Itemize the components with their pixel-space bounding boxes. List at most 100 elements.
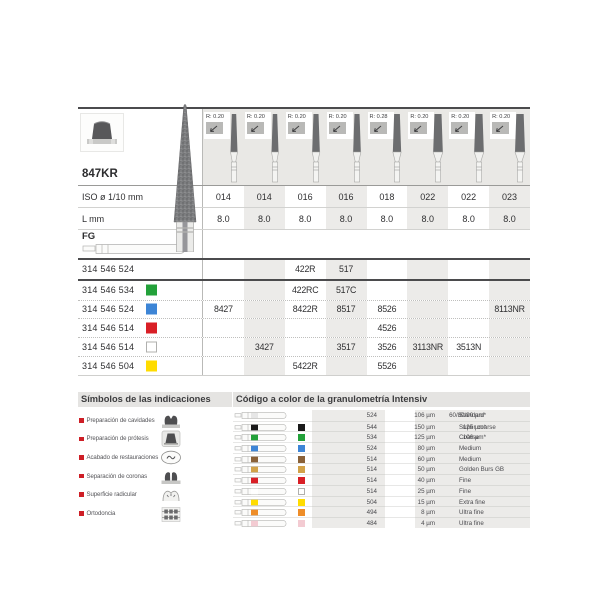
code-value-cell: 517 xyxy=(325,260,367,279)
code-value-cell: 4526 xyxy=(377,323,397,334)
code-value-cell xyxy=(407,300,449,319)
code-value-cell xyxy=(407,319,449,338)
bullet-icon xyxy=(79,511,84,516)
mini-bur-icon xyxy=(234,487,287,495)
bur-column-header: R: 0.20 xyxy=(407,109,448,185)
code-value-cell xyxy=(448,260,489,279)
code-value-cell xyxy=(489,260,530,279)
divider-line xyxy=(78,278,530,281)
radius-icon xyxy=(246,121,264,134)
indications-legend-title: Símbolos de las indicaciones xyxy=(78,392,232,407)
alt-grain-size: 125 µm* xyxy=(462,423,486,431)
grain-size: 106 µm xyxy=(414,412,435,419)
order-number-cell: 314 546 504 xyxy=(78,356,203,375)
radius-value: R: 0.20 xyxy=(492,113,511,120)
grain-size: 4 µm xyxy=(421,519,435,527)
code-value-cell xyxy=(203,281,244,300)
tooth-crown-icon xyxy=(87,121,117,144)
grit-code: 514 xyxy=(366,487,377,495)
grit-code: 544 xyxy=(366,423,377,431)
granulometry-row: 524 80 µm Medium xyxy=(233,442,530,453)
radius-icon xyxy=(206,121,223,134)
radius-icon xyxy=(451,121,469,134)
code-value-cell xyxy=(489,319,530,338)
iso-value-cell: 016 xyxy=(297,191,313,202)
column-shading xyxy=(312,410,385,528)
grit-color-chip xyxy=(298,423,305,431)
code-value-cell: 8422R xyxy=(292,304,318,315)
radius-value: R: 0.20 xyxy=(246,113,265,120)
bur-column-header: R: 0.20 xyxy=(203,109,244,185)
indication-label: Acabado de restauraciones xyxy=(86,453,159,461)
grit-name: Standard xyxy=(459,412,485,419)
iso-value-cell: 014 xyxy=(215,191,231,202)
code-value-cell xyxy=(285,338,326,356)
code-value-cell xyxy=(489,338,530,356)
order-number-cell: 314 546 514 xyxy=(78,338,203,356)
granulometry-row: 514 25 µm Fine xyxy=(233,484,530,496)
radius-value: R: 0.20 xyxy=(328,113,347,120)
grit-color-chip xyxy=(298,519,305,527)
mini-bur-icon xyxy=(234,434,287,442)
length-value-cell: 8.0 xyxy=(462,213,475,224)
code-cells: 8427 8422R 8517 8526 8113NR xyxy=(203,300,530,319)
granulometry-row: 504 15 µm Extra fine xyxy=(233,495,530,507)
code-value-cell xyxy=(448,281,489,300)
grit-color-chip xyxy=(146,360,157,372)
order-code-row: 314 546 514 3427 3517 3526 3113NR 3513N xyxy=(78,337,530,356)
grit-name: Golden Burs GB xyxy=(459,466,505,474)
length-value-cell: 8.0 xyxy=(298,213,312,224)
code-value-cell: 8427 xyxy=(214,304,233,315)
radius-value: R: 0.20 xyxy=(410,113,429,120)
radius-arrow-icon xyxy=(414,125,422,132)
crown-separation-icon xyxy=(161,471,181,484)
grain-size: 125 µm xyxy=(414,434,435,442)
divider-line xyxy=(78,107,530,109)
code-value-cell xyxy=(325,356,367,375)
code-value-cell xyxy=(407,356,449,375)
length-value-cell: 8.0 xyxy=(217,213,230,224)
shank-row-cells xyxy=(203,230,530,258)
granulometry-legend: Código a color de la granulometría Inten… xyxy=(233,392,530,528)
grit-color-chip xyxy=(146,303,157,315)
grit-color-chip xyxy=(146,322,157,334)
cavity-prep-icon xyxy=(162,415,180,428)
code-value-cell: 5526 xyxy=(377,360,397,371)
restoration-finish-icon xyxy=(161,450,181,465)
granulometry-legend-title: Código a color de la granulometría Inten… xyxy=(233,392,530,407)
grain-size: 40 µm xyxy=(417,477,435,485)
code-value-cell xyxy=(203,357,244,375)
grit-code: 484 xyxy=(366,519,377,527)
indication-item: Separación de coronas xyxy=(78,467,232,486)
radius-icon xyxy=(410,121,428,134)
indication-item: Preparación de cavidades xyxy=(78,411,232,430)
code-cells: 422R 517 xyxy=(203,260,530,279)
code-value-cell xyxy=(367,281,408,300)
order-code-row: 314 546 524 422R 517 xyxy=(78,260,530,279)
product-table: 847KR R: 0.20 R: 0.20 R: 0.20 R: 0.20 R: 0.2… xyxy=(78,104,530,376)
grit-name: Fine xyxy=(459,477,472,485)
indication-label: Ortodoncia xyxy=(86,509,116,517)
order-number-cell: 314 546 524 xyxy=(78,260,203,279)
shank-type-label: FG xyxy=(82,231,96,242)
mini-bur-icon xyxy=(234,509,287,517)
code-value-cell xyxy=(243,356,285,375)
prosthesis-prep-icon xyxy=(157,430,185,449)
order-number: 314 546 514 xyxy=(82,323,135,334)
grit-code: 494 xyxy=(366,509,377,517)
code-value-cell xyxy=(203,338,244,356)
length-values: 8.0 8.0 8.0 8.0 8.0 8.0 8.0 8.0 xyxy=(203,208,530,229)
radius-icon xyxy=(328,121,346,134)
indication-label: Preparación de prótesis xyxy=(86,435,149,443)
bur-image xyxy=(392,114,402,183)
grit-name: Ultra fine xyxy=(459,509,484,517)
mini-bur-icon xyxy=(234,423,287,431)
radius-spec-box: R: 0.20 xyxy=(244,112,271,139)
granulometry-rows: 524 106 µm 60/80/90 µm* Standard 544 150 µm 12… xyxy=(233,410,530,528)
grit-code: 514 xyxy=(366,477,377,485)
radius-spec-box: R: 0.20 xyxy=(408,112,435,139)
radius-value: R: 0.20 xyxy=(451,113,470,120)
radius-icon xyxy=(287,121,305,134)
grit-code: 524 xyxy=(366,412,377,419)
order-number-cell: 314 546 514 xyxy=(78,319,203,338)
